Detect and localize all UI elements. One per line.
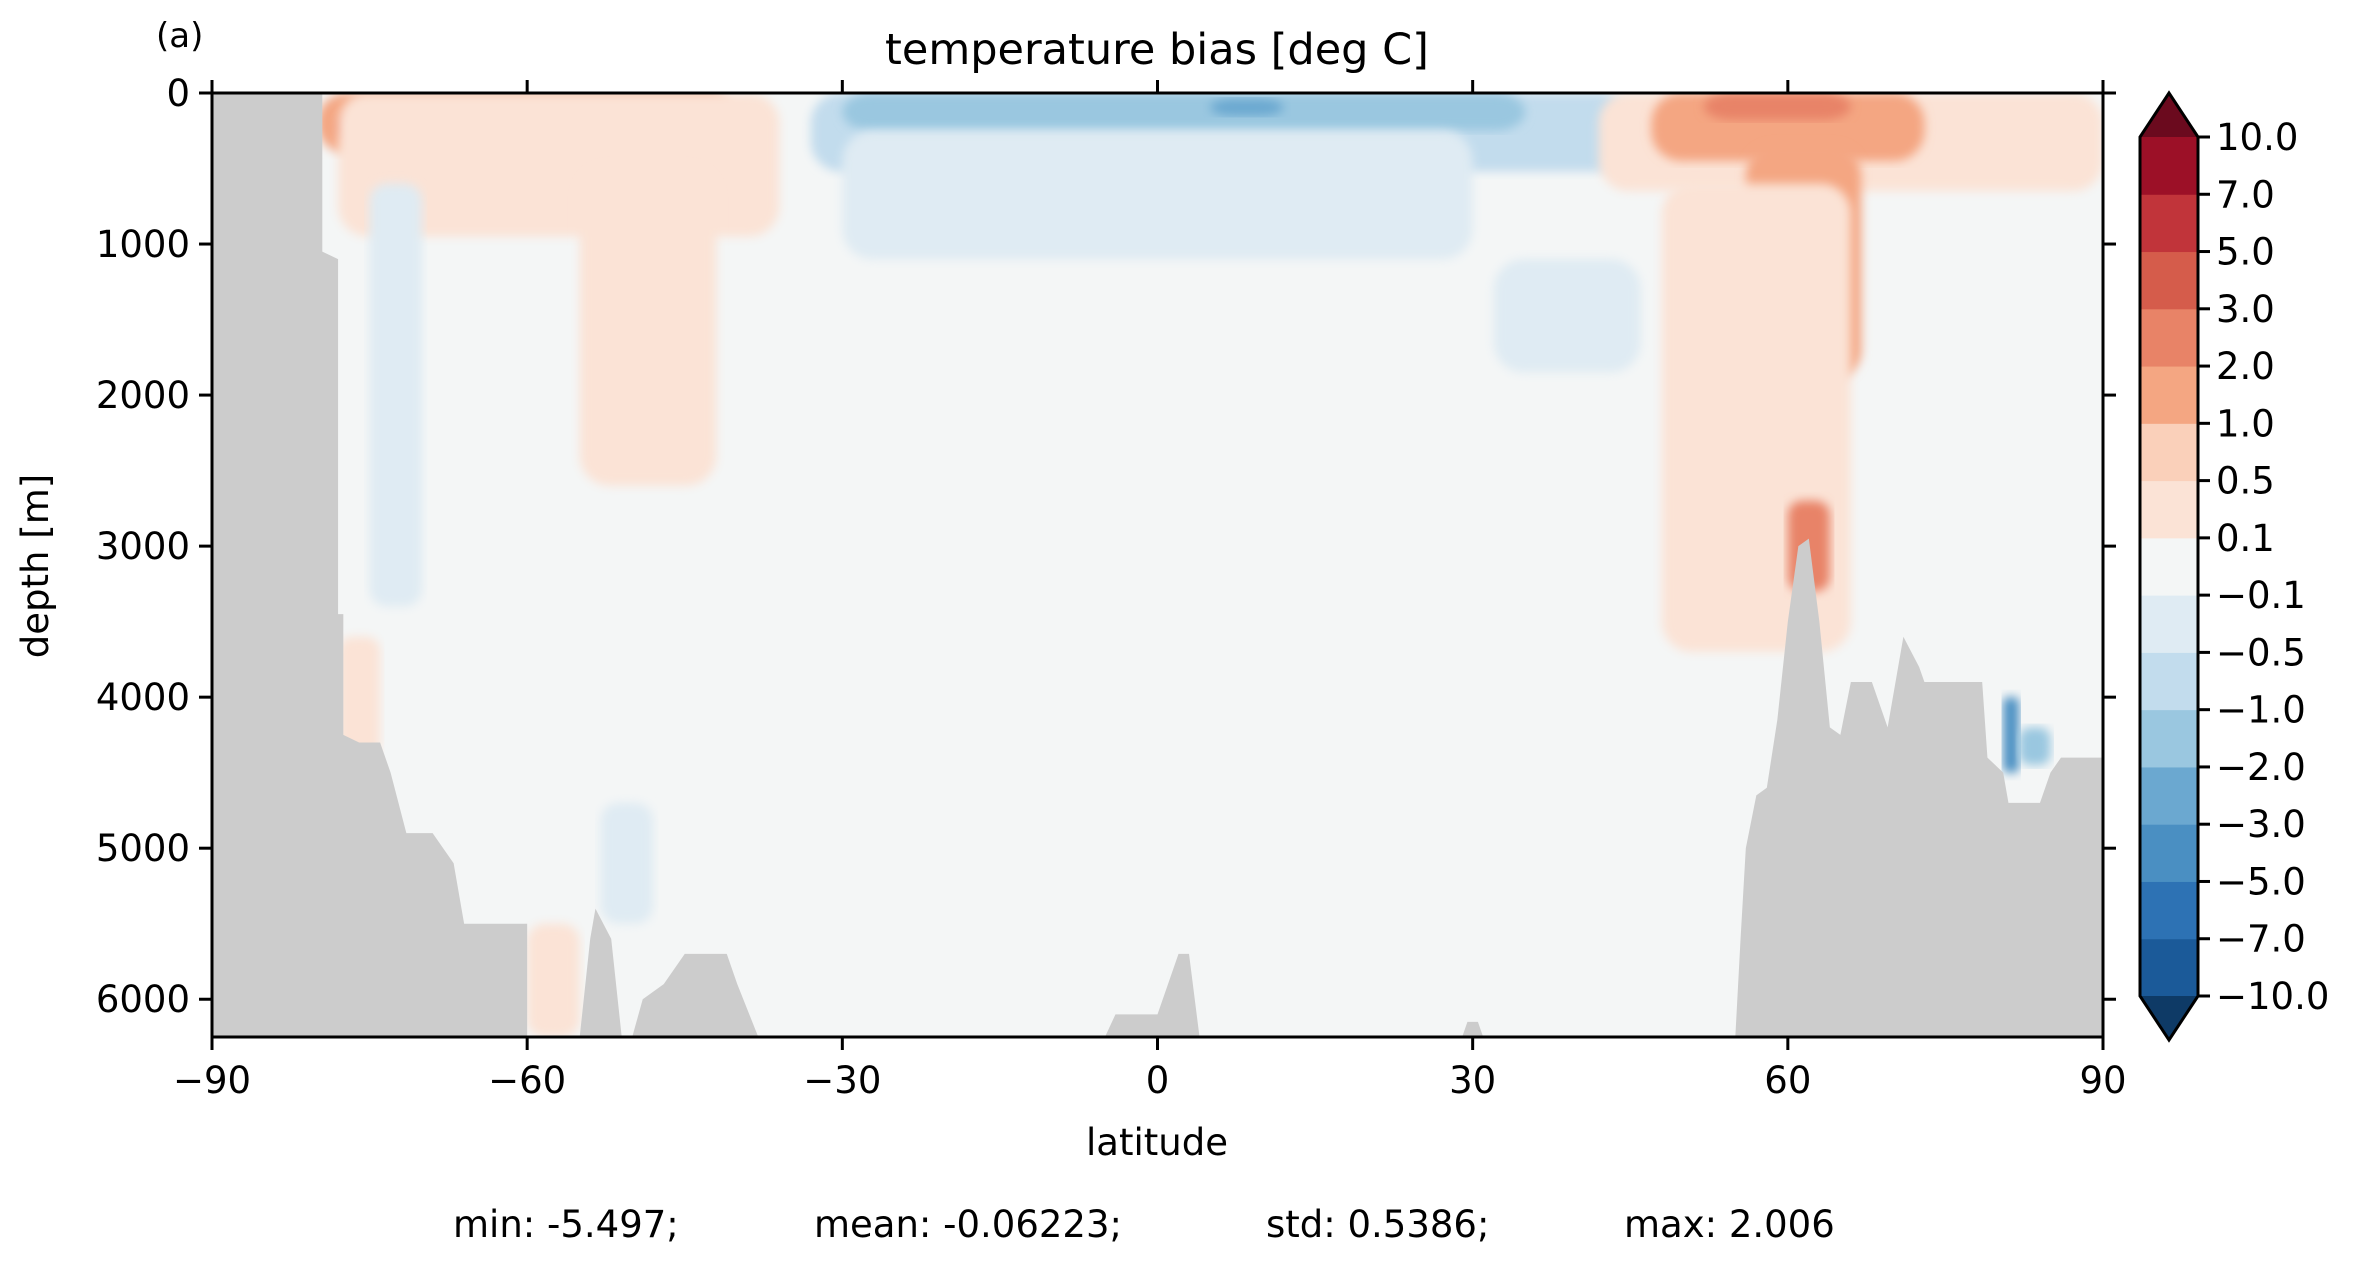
- y-tick-label: 5000: [96, 827, 190, 870]
- anomaly-region-21: [2018, 727, 2051, 766]
- colorbar-tick-label: 10.0: [2216, 116, 2298, 159]
- y-tick-label: 6000: [96, 978, 190, 1021]
- colorbar-segment: [2140, 366, 2198, 424]
- anomaly-region-9: [842, 130, 1473, 260]
- anomaly-region-18: [600, 802, 654, 924]
- colorbar-tick-label: 3.0: [2216, 288, 2275, 331]
- anomaly-region-20: [2003, 697, 2019, 773]
- colorbar-tick-label: −0.5: [2216, 631, 2306, 674]
- colorbar-segment: [2140, 881, 2198, 940]
- x-tick-label: −60: [488, 1059, 566, 1102]
- x-tick-label: 30: [1449, 1059, 1496, 1102]
- x-axis-label: latitude: [1086, 1121, 1228, 1164]
- colorbar-tick-label: −3.0: [2216, 803, 2306, 846]
- land-seamount-1: [632, 953, 759, 1037]
- anomaly-region-5: [369, 183, 423, 607]
- y-axis: 0 1000 2000 3000 4000 5000 6000: [96, 72, 2116, 1021]
- colorbar-tick-label: −5.0: [2216, 860, 2306, 903]
- colorbar-tick-label: −1.0: [2216, 689, 2306, 732]
- colorbar-segment: [2140, 537, 2198, 596]
- colorbar-tick-label: 0.1: [2216, 517, 2275, 560]
- land-seamount-2: [1104, 953, 1200, 1037]
- colorbar-tick-label: −10.0: [2216, 975, 2329, 1018]
- colorbar-segment: [2140, 938, 2198, 997]
- chart-title: temperature bias [deg C]: [885, 25, 1429, 75]
- y-tick-label: 1000: [96, 223, 190, 266]
- land-antarctica: [212, 93, 528, 1037]
- colorbar-tick-label: 1.0: [2216, 402, 2275, 445]
- colorbar-tick-label: −2.0: [2216, 746, 2306, 789]
- y-tick-label: 3000: [96, 525, 190, 568]
- anomaly-region-10: [1493, 259, 1641, 373]
- panel-label: (a): [156, 16, 203, 56]
- stat-min: min: -5.497;: [453, 1203, 679, 1246]
- y-tick-label: 2000: [96, 374, 190, 417]
- colorbar: 10.0 7.0 5.0 3.0 2.0 1.0 0.5 0.1 −0.1 −0.5 −1.0 −2.…: [2138, 90, 2329, 1043]
- colorbar-segment: [2140, 251, 2198, 310]
- colorbar-segment: [2140, 824, 2198, 882]
- y-tick-label: 4000: [96, 676, 190, 719]
- colorbar-extend-bottom: [2140, 996, 2198, 1040]
- colorbar-segment: [2140, 595, 2198, 653]
- anomaly-region-17: [338, 636, 381, 758]
- colorbar-extend-top: [2140, 93, 2198, 137]
- colorbar-segment: [2140, 308, 2198, 367]
- x-axis: −90 −60 −30 0 30 60 90: [173, 80, 2127, 1102]
- anomaly-region-4: [579, 168, 717, 486]
- stat-std: std: 0.5386;: [1266, 1203, 1489, 1246]
- y-axis-label: depth [m]: [14, 474, 57, 658]
- land-seamount-3: [1462, 1021, 1484, 1037]
- stat-mean: mean: -0.06223;: [814, 1203, 1122, 1246]
- anomaly-region-7: [842, 93, 1526, 131]
- anomaly-region-8: [1210, 99, 1284, 116]
- colorbar-segment: [2140, 652, 2198, 711]
- x-tick-label: 90: [2079, 1059, 2126, 1102]
- land-arctic-ridge: [1735, 538, 2103, 1037]
- colorbar-segment: [2140, 766, 2198, 825]
- anomaly-region-19: [527, 923, 580, 1037]
- heatmap-field: [317, 93, 2103, 1037]
- x-tick-label: 60: [1764, 1059, 1811, 1102]
- colorbar-tick-label: −7.0: [2216, 918, 2306, 961]
- land-seamount-0: [579, 908, 622, 1037]
- y-tick-label: 0: [166, 72, 190, 115]
- colorbar-segment: [2140, 194, 2198, 253]
- colorbar-segment: [2140, 480, 2198, 539]
- land-mask: [212, 93, 2103, 1037]
- colorbar-tick-label: 7.0: [2216, 173, 2275, 216]
- x-tick-label: 0: [1146, 1059, 1170, 1102]
- colorbar-segment: [2140, 137, 2198, 195]
- stat-max: max: 2.006: [1624, 1203, 1835, 1246]
- anomaly-region-13: [1703, 93, 1851, 121]
- colorbar-tick-label: 0.5: [2216, 460, 2275, 503]
- x-tick-label: −30: [803, 1059, 881, 1102]
- colorbar-tick-label: −0.1: [2216, 574, 2306, 617]
- colorbar-tick-label: 2.0: [2216, 345, 2275, 388]
- colorbar-segment: [2140, 423, 2198, 482]
- colorbar-segment: [2140, 709, 2198, 768]
- colorbar-tick-label: 5.0: [2216, 231, 2275, 274]
- x-tick-label: −90: [173, 1059, 251, 1102]
